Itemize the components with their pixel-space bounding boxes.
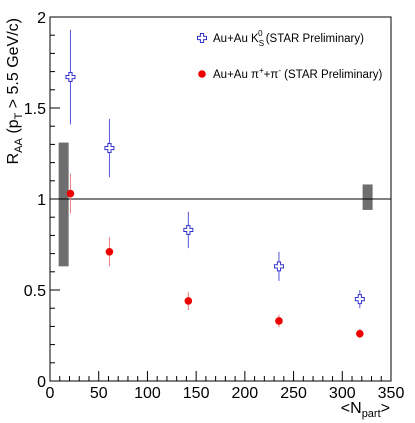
- systematic-band-0: [58, 142, 69, 267]
- x-tick-label: 100: [134, 385, 161, 402]
- data-point: [183, 224, 194, 235]
- data-point: [104, 143, 115, 154]
- legend-pion-symbol: [198, 70, 206, 78]
- data-point: [66, 189, 75, 198]
- legend-entry-pion: Au+Au π++π- (STAR Preliminary): [213, 66, 383, 81]
- data-point: [356, 329, 364, 338]
- x-tick-label: 300: [329, 385, 356, 402]
- systematic-bands: [58, 142, 373, 267]
- legend-entry-kaon: Au+Au KS0 (STAR Preliminary): [213, 29, 364, 48]
- legend-marker-kaon: [197, 33, 207, 43]
- x-tick-label: 0: [46, 385, 55, 402]
- x-axis-title: <Npart>: [341, 400, 390, 420]
- y-tick-label: 0: [37, 374, 46, 391]
- legend-marker-pion: [198, 70, 206, 78]
- data-point: [184, 297, 193, 305]
- data-point: [354, 294, 365, 305]
- legend-kaon-symbol: [197, 33, 207, 43]
- axis-ticks: 0 50 100 150 200 250 300 350 0 0.5 1 1.5 2: [24, 10, 405, 402]
- x-tick-label: 250: [280, 385, 307, 402]
- x-tick-label: 50: [90, 385, 108, 402]
- series-kaon: [65, 29, 365, 309]
- x-tick-label: 150: [183, 385, 210, 402]
- y-tick-label: 1: [37, 192, 46, 209]
- x-tick-label: 350: [378, 385, 405, 402]
- data-point: [105, 247, 114, 256]
- y-tick-label: 2: [37, 10, 46, 27]
- data-point: [65, 72, 76, 83]
- y-axis-title: RAA (pT > 5.5 GeV/c): [5, 18, 25, 164]
- data-point: [275, 317, 283, 325]
- series-pion: [66, 173, 364, 339]
- x-tick-label: 200: [232, 385, 259, 402]
- y-tick-label: 0.5: [24, 283, 46, 300]
- data-series: [65, 29, 365, 339]
- legend: Au+Au KS0 (STAR Preliminary) Au+Au π++π-…: [197, 29, 383, 81]
- systematic-band-1: [362, 184, 373, 210]
- y-tick-label: 1.5: [24, 101, 46, 118]
- data-point: [273, 261, 284, 272]
